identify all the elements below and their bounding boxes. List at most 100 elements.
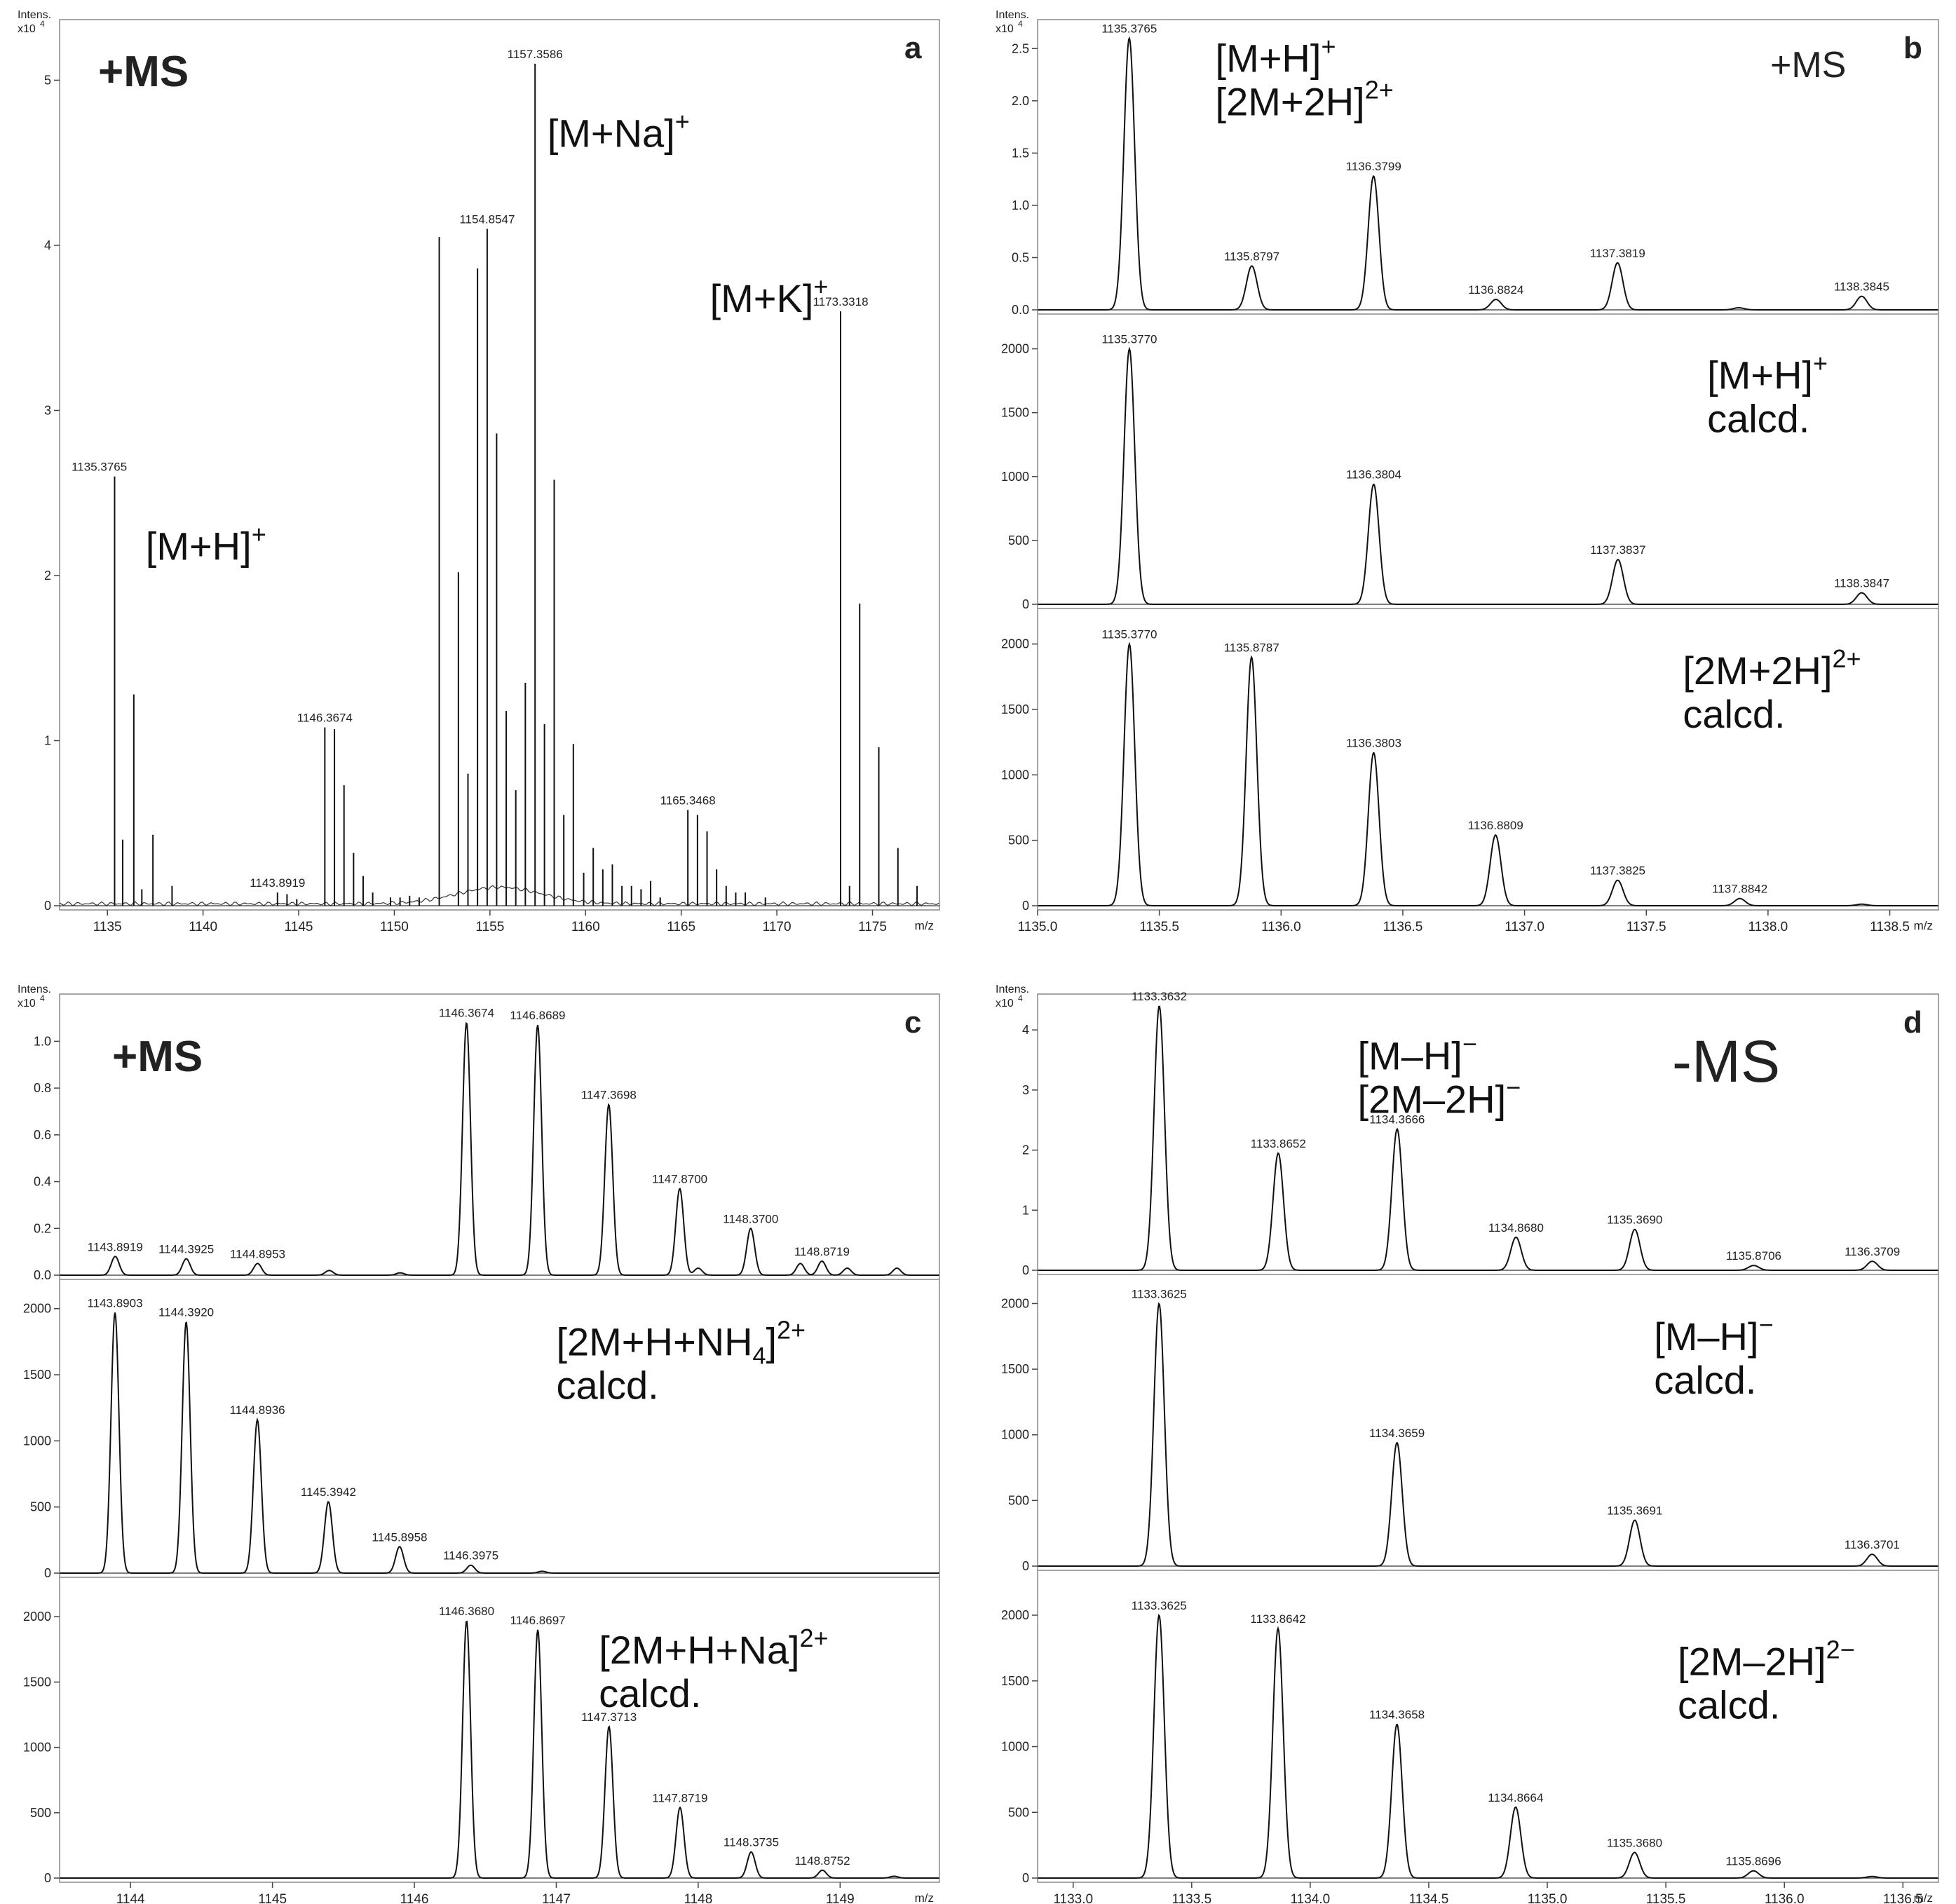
peak-label: 1148.8752: [794, 1854, 850, 1868]
peak-label: 1135.3691: [1607, 1504, 1662, 1517]
peak-label: 1136.8809: [1468, 819, 1523, 832]
peak-label: 1144.8936: [230, 1403, 285, 1417]
panel-letter: c: [904, 1005, 921, 1040]
peak-label: 1133.3625: [1132, 1599, 1187, 1612]
peak-label: 1146.8689: [510, 1009, 565, 1022]
y-tick-label: 2000: [1001, 637, 1029, 651]
subpanel-2: 0 500 1000 1500 2000 1135.3770 1135.8787 1136.3…: [1001, 608, 1938, 913]
subpanel-0: 0 1 2 3 4 1133.3632 1133.8652 1134.3666 1134.868…: [1022, 990, 1938, 1277]
ion-formula: [M–H]: [1654, 1314, 1758, 1359]
peak-label: 1165.3468: [660, 794, 716, 807]
peak-label: 1136.3709: [1845, 1245, 1900, 1258]
x-tick-label: 1175: [858, 920, 887, 934]
x-unit-label: m/z: [915, 1891, 934, 1904]
ion-annotation: [2M–2H]2−calcd.: [1678, 1636, 1855, 1727]
ion-charge: 2+: [1833, 644, 1861, 673]
y-tick-label: 5: [44, 73, 51, 87]
ion-charge: −: [1759, 1310, 1774, 1339]
intens-label: Intens.: [18, 9, 51, 21]
spectrum-trace: [1038, 1005, 1938, 1271]
spectrum-trace: [1038, 1613, 1938, 1879]
peak-label: 1146.3975: [443, 1549, 498, 1563]
y-tick-label: 0: [1022, 1871, 1029, 1885]
x-tick-label: 1140: [189, 920, 217, 934]
panel-letter: a: [904, 31, 922, 65]
x-tick-label: 1133.5: [1171, 1892, 1211, 1904]
y-tick-label: 1000: [1001, 768, 1029, 782]
peak-label: 1135.3680: [1607, 1836, 1662, 1849]
ion-annotation-line: [M+K]+: [710, 272, 829, 320]
y-tick-label: 4: [1022, 1023, 1029, 1037]
ion-annotation-line: calcd.: [556, 1364, 658, 1408]
intens-label: Intens.: [18, 984, 51, 995]
ion-charge: +: [252, 519, 266, 548]
x-tick-label: 1135.0: [1528, 1892, 1568, 1904]
y-tick-label: 0.2: [34, 1221, 51, 1235]
y-tick-label: 4: [44, 238, 51, 252]
y-tick-label: 500: [1008, 1805, 1029, 1819]
y-tick-label: 1500: [1001, 406, 1029, 420]
ion-annotation-line: [2M+2H]2+: [1683, 644, 1861, 693]
peak-label: 1147.3698: [581, 1088, 637, 1101]
exponent-label: x10: [18, 23, 36, 35]
exponent-label: x10: [996, 23, 1014, 35]
ion-formula: calcd.: [556, 1364, 658, 1408]
x-tick-label: 1165: [667, 920, 695, 934]
intens-label: Intens.: [996, 984, 1029, 995]
y-tick-label: 500: [30, 1806, 51, 1820]
peak-label: 1133.3625: [1132, 1287, 1187, 1300]
ion-annotation-line: [2M–2H]2−: [1678, 1636, 1855, 1684]
peak-label: 1135.3765: [1101, 22, 1157, 35]
y-tick-label: 1500: [23, 1368, 51, 1382]
peak-label: 1135.3770: [1101, 628, 1157, 641]
ion-annotation: [2M+H+Na]2+calcd.: [599, 1624, 828, 1715]
ion-annotation: [M–H]−[2M–2H]−: [1358, 1030, 1521, 1122]
y-tick-label: 1000: [1001, 470, 1029, 484]
y-tick-label: 1000: [1001, 1428, 1029, 1442]
x-tick-label: 1160: [571, 920, 600, 934]
y-tick-label: 3: [1022, 1083, 1029, 1097]
peak-label: 1134.3658: [1369, 1708, 1425, 1722]
ion-annotation-line: [2M–2H]−: [1358, 1073, 1521, 1122]
peak-label: 1135.8787: [1224, 641, 1279, 654]
ion-annotation-line: calcd.: [1654, 1358, 1756, 1402]
y-tick-label: 2.5: [1012, 41, 1029, 55]
peak-label: 1147.8719: [652, 1791, 707, 1804]
ion-annotation: [M+K]+: [710, 272, 829, 320]
y-tick-label: 0: [44, 1871, 51, 1885]
peak-label: 1138.3845: [1834, 280, 1889, 294]
exponent-power: 4: [40, 993, 45, 1003]
ion-formula: [2M+H+Na]: [599, 1628, 799, 1672]
y-tick-label: 2: [44, 569, 51, 583]
y-tick-label: 1500: [1001, 1674, 1029, 1688]
y-tick-label: 0: [1022, 597, 1029, 611]
ion-annotation: [M+Na]+: [548, 107, 690, 156]
x-tick-label: 1136.5: [1883, 1892, 1923, 1904]
ion-charge: +: [1813, 349, 1828, 378]
y-tick-label: 0: [44, 899, 51, 913]
spectrum-trace: [60, 1021, 939, 1276]
mode-label: +MS: [112, 1033, 203, 1081]
peak-label: 1148.3735: [724, 1836, 779, 1849]
x-unit-label: m/z: [915, 919, 934, 932]
ion-charge: +: [1321, 32, 1336, 60]
peak-label: 1157.3586: [508, 48, 563, 61]
peak-label: 1135.8706: [1726, 1249, 1781, 1263]
subpanel-0: 0.0 0.2 0.4 0.6 0.8 1.0 1143.8919 1144.3925 1144…: [34, 1007, 939, 1282]
y-tick-label: 2000: [23, 1302, 51, 1316]
y-tick-label: 1000: [23, 1434, 51, 1448]
exponent-power: 4: [1018, 19, 1023, 29]
ion-formula: [2M–2H]: [1358, 1077, 1507, 1122]
ion-formula: [M+H]: [1216, 36, 1322, 80]
ion-formula: [M+K]: [710, 276, 814, 320]
peak-label: 1145.3942: [301, 1485, 356, 1499]
ion-annotation-line: calcd.: [1707, 397, 1809, 441]
ion-formula: [M+H]: [1707, 353, 1813, 397]
panel-letter: b: [1903, 31, 1922, 65]
ion-charge: 2+: [1365, 75, 1394, 104]
intens-label: Intens.: [996, 9, 1029, 21]
x-tick-label: 1145: [285, 920, 313, 934]
peak-label: 1147.8700: [652, 1173, 707, 1186]
y-tick-label: 1: [1022, 1203, 1029, 1217]
